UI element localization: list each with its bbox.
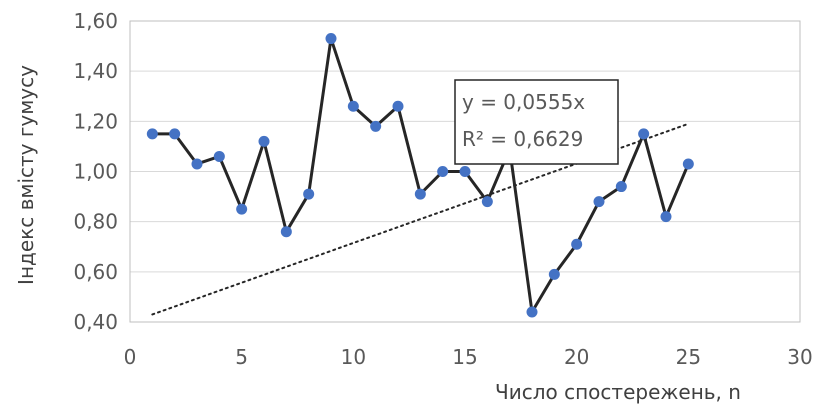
x-tick-label: 0 xyxy=(124,345,137,369)
data-point xyxy=(236,203,248,215)
data-point xyxy=(146,128,158,140)
x-tick-label: 25 xyxy=(676,345,701,369)
x-tick-label: 5 xyxy=(235,345,248,369)
y-axis-label: Індекс вмісту гумусу xyxy=(14,65,38,285)
data-point xyxy=(660,211,672,223)
x-tick-label: 20 xyxy=(564,345,589,369)
data-point xyxy=(325,33,337,45)
data-point xyxy=(347,100,359,112)
data-point xyxy=(459,166,471,177)
data-point xyxy=(593,196,605,208)
data-point xyxy=(526,306,538,318)
plot-area-frame xyxy=(129,20,801,323)
data-point xyxy=(392,100,404,112)
y-tick-label: 0,40 xyxy=(73,310,118,334)
data-point xyxy=(615,181,627,193)
data-point xyxy=(303,188,315,200)
data-point xyxy=(414,188,426,200)
data-point xyxy=(638,128,650,140)
y-tick-label: 0,60 xyxy=(73,260,118,284)
data-point xyxy=(191,158,203,170)
data-point xyxy=(481,196,493,208)
x-tick-label: 10 xyxy=(341,345,366,369)
data-point xyxy=(571,238,583,250)
y-tick-label: 1,00 xyxy=(73,160,118,184)
x-tick-label: 15 xyxy=(452,345,477,369)
y-tick-label: 1,40 xyxy=(73,59,118,83)
data-point xyxy=(370,120,382,132)
y-axis-ticks: 0,40 0,60 0,80 1,00 1,20 1,40 1,60 xyxy=(73,9,118,334)
data-point xyxy=(169,128,181,140)
trendline-equation-box: y = 0,0555x R² = 0,6629 xyxy=(454,79,619,165)
y-tick-label: 0,80 xyxy=(73,210,118,234)
data-point xyxy=(213,150,225,162)
x-tick-label: 30 xyxy=(787,345,812,369)
data-point xyxy=(258,135,270,147)
x-axis-label: Число спостережень, n xyxy=(495,380,741,404)
data-point xyxy=(682,158,694,170)
x-axis-ticks: 0 5 10 15 20 25 30 xyxy=(124,345,813,369)
trendline-equation: y = 0,0555x xyxy=(462,90,585,114)
data-point xyxy=(280,226,292,238)
trendline-r-squared: R² = 0,6629 xyxy=(462,127,583,151)
y-tick-label: 1,60 xyxy=(73,9,118,33)
data-point xyxy=(437,166,449,177)
data-point xyxy=(548,268,560,280)
y-tick-label: 1,20 xyxy=(73,109,118,133)
